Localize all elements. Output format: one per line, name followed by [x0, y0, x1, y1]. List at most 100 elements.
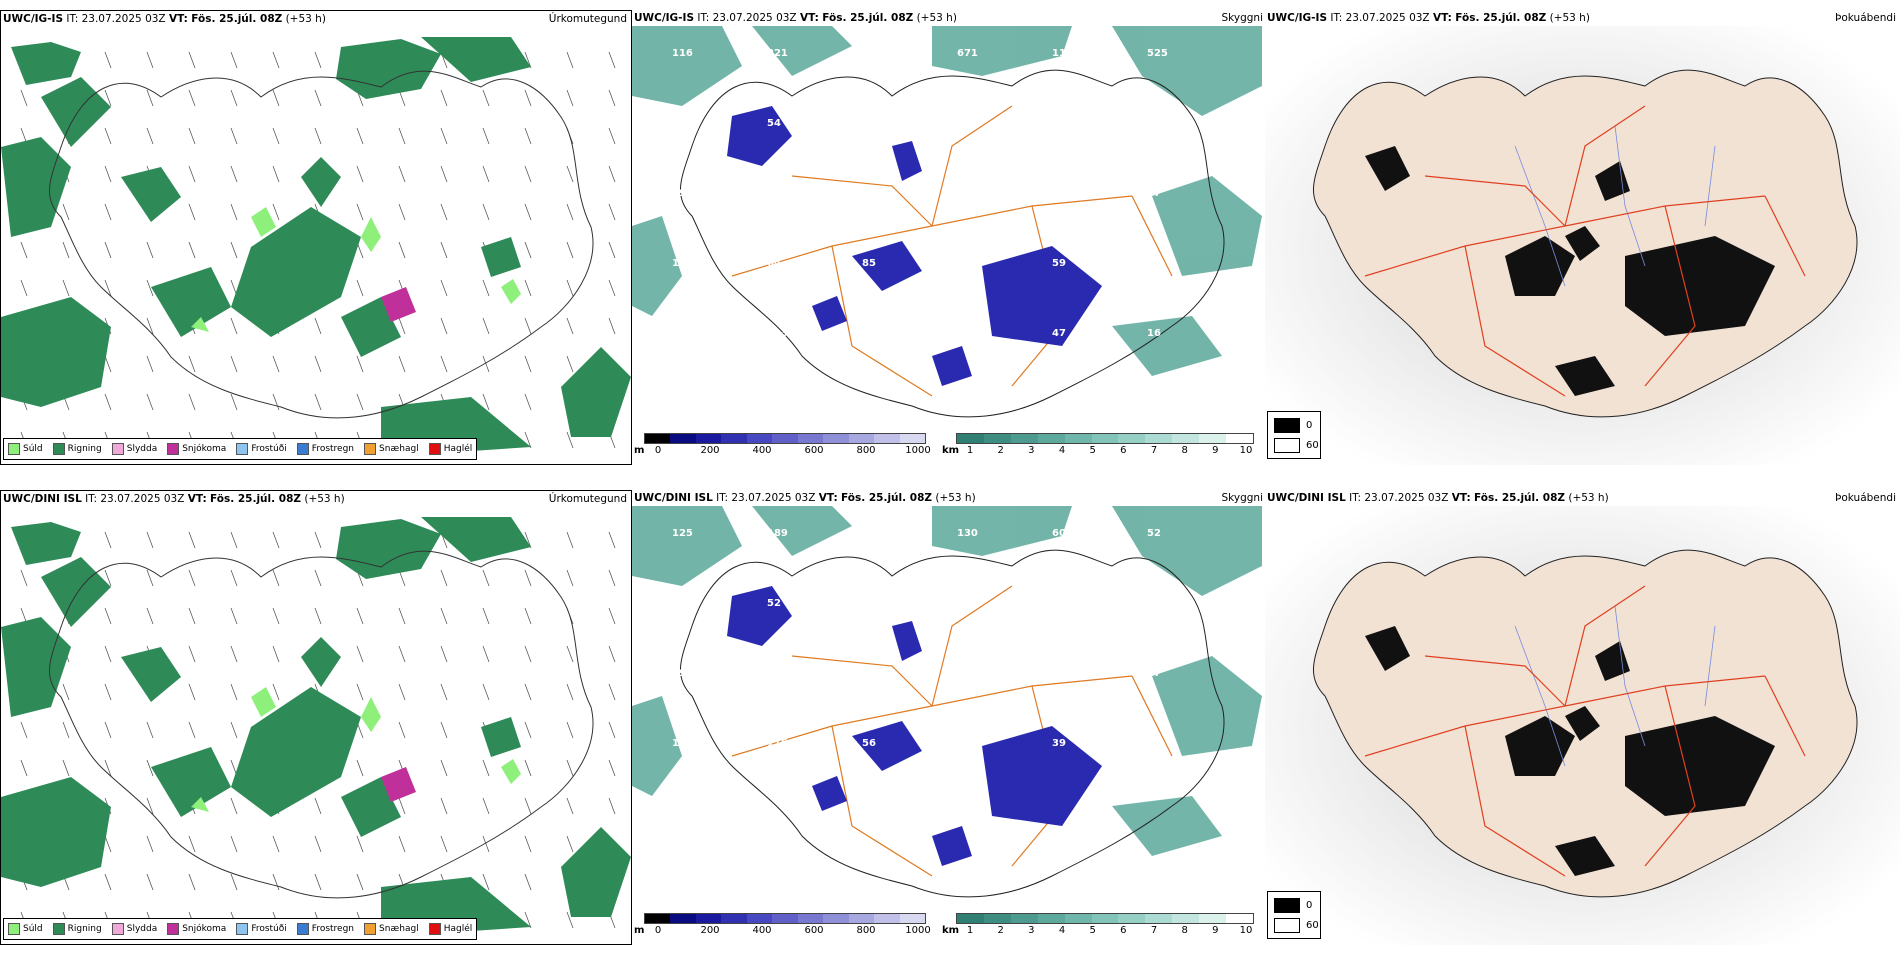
wind-barb — [272, 683, 280, 701]
visibility-map[interactable]: 116 221 362 671 115 525 74 54 73 64 96 82 49 50 65 61 84… — [632, 26, 1265, 426]
wind-barb — [398, 127, 406, 145]
legend-label: Slydda — [126, 444, 158, 454]
legend-label: Snjókoma — [182, 924, 227, 934]
tick-label: 1 — [966, 925, 974, 936]
cloud-base-labels: 116 221 362 671 115 525 74 54 73 64 96 82 49 50 65 61 84… — [672, 48, 1168, 339]
tick-label: 4 — [1058, 925, 1066, 936]
cloud-base-label: 59 — [1052, 258, 1066, 269]
legend-item: Slydda — [111, 443, 158, 455]
cloud-base-label: 60 — [862, 598, 876, 609]
precip-type-legend: Súld Rigning Slydda Snjókoma Frostúði Frostre… — [3, 918, 478, 940]
wind-barb — [230, 531, 238, 549]
panel-header: UWC/DINI ISL IT: 23.07.2025 03Z VT: Fös.… — [1267, 490, 1896, 506]
visibility-unit: km — [942, 445, 960, 456]
wind-barb — [146, 51, 154, 69]
tick-label: 5 — [1089, 925, 1096, 936]
legend-item: Frostúði — [236, 443, 287, 455]
cloud-base-label: 117 — [862, 328, 883, 339]
coastline — [679, 549, 1225, 898]
wind-barb — [188, 165, 196, 183]
wind-barb — [146, 355, 154, 373]
wind-barb — [608, 51, 616, 69]
wind-barb — [146, 569, 154, 587]
model-name: UWC/DINI ISL — [1267, 492, 1346, 504]
wind-barb — [188, 355, 196, 373]
wind-barb — [146, 797, 154, 815]
fog-legend-label: 60 — [1306, 440, 1319, 451]
tick-label: 7 — [1150, 925, 1158, 936]
wind-barb — [20, 721, 28, 739]
cloud-base-label: 671 — [957, 48, 978, 59]
wind-barb — [482, 645, 490, 663]
model-name: UWC/DINI ISL — [3, 493, 82, 505]
legend-label: Rigning — [67, 924, 102, 934]
wind-barb — [608, 317, 616, 335]
tick-label: 2 — [997, 925, 1004, 936]
wind-barb — [356, 393, 364, 411]
wind-barb — [566, 721, 574, 739]
wind-barb — [566, 355, 574, 373]
cloud-base-label: 85 — [862, 258, 876, 269]
rain-areas — [1, 37, 631, 457]
visibility-map[interactable]: 125 189 906 130 60 52 109 52 60 30 168 52 49 41 63 116 7… — [632, 506, 1265, 906]
wind-barb — [314, 531, 322, 549]
wind-barb — [398, 645, 406, 663]
legend-label: Snæhagl — [379, 924, 419, 934]
it-label: IT: — [716, 492, 729, 504]
init-time: 23.07.2025 03Z — [712, 12, 797, 24]
wind-barb — [188, 607, 196, 625]
rivers — [1514, 605, 1716, 767]
wind-barb — [524, 241, 532, 259]
precip-map[interactable] — [1, 27, 632, 465]
wind-barb — [524, 317, 532, 335]
wind-barb — [440, 127, 448, 145]
legend-item: Haglél — [428, 923, 472, 935]
wind-barb — [314, 51, 322, 69]
it-label: IT: — [66, 13, 79, 25]
wind-barb — [230, 241, 238, 259]
init-time: 23.07.2025 03Z — [731, 492, 816, 504]
panel-header: UWC/DINI ISL IT: 23.07.2025 03Z VT: Fös.… — [3, 491, 627, 507]
cloud-base-label: 130 — [957, 528, 978, 539]
wind-barb — [566, 241, 574, 259]
wind-barb — [104, 203, 112, 221]
cloud-base-label: 39 — [1052, 738, 1066, 749]
legend-swatch — [167, 443, 180, 455]
tick-label: 10 — [1239, 445, 1253, 456]
wind-barb — [524, 873, 532, 891]
roads — [1364, 585, 1806, 877]
cloud-base-label: 11 — [672, 258, 686, 269]
wind-barb — [608, 279, 616, 297]
legend-label: Frostregn — [311, 444, 355, 454]
legend-item: Rigning — [52, 443, 102, 455]
fog-legend-label: 0 — [1306, 420, 1313, 431]
tick-label: 3 — [1028, 445, 1035, 456]
wind-barb — [566, 165, 574, 183]
tick-label: 5 — [1089, 445, 1096, 456]
legend-item: Snæhagl — [364, 443, 419, 455]
fog-map[interactable] — [1265, 26, 1900, 465]
precip-map[interactable] — [1, 507, 632, 945]
cloud-base-label: 54 — [767, 118, 781, 129]
wind-barb — [440, 165, 448, 183]
wind-barb — [398, 317, 406, 335]
coastline — [48, 550, 594, 899]
panel-header: UWC/IG-IS IT: 23.07.2025 03Z VT: Fös. 25… — [3, 11, 627, 27]
cloud-base-label: 109 — [672, 598, 693, 609]
model-name: UWC/IG-IS — [1267, 12, 1328, 24]
wind-barb — [524, 797, 532, 815]
vt-label: VT: — [818, 492, 838, 504]
wind-barb — [230, 393, 238, 411]
legend-item: Frostúði — [236, 923, 287, 935]
lead-time: (+53 h) — [1549, 12, 1590, 24]
wind-barb — [608, 645, 616, 663]
cloud-base-label: 168 — [1052, 598, 1073, 609]
cloud-base-ticks: 0 200 400 600 800 1000 — [634, 925, 934, 939]
wind-barb — [482, 569, 490, 587]
drizzle-areas — [191, 687, 521, 812]
wind-barb — [188, 51, 196, 69]
cloud-base-label: 50 — [767, 188, 781, 199]
wind-barb — [230, 873, 238, 891]
fog-map[interactable] — [1265, 506, 1900, 945]
wind-barb — [230, 165, 238, 183]
